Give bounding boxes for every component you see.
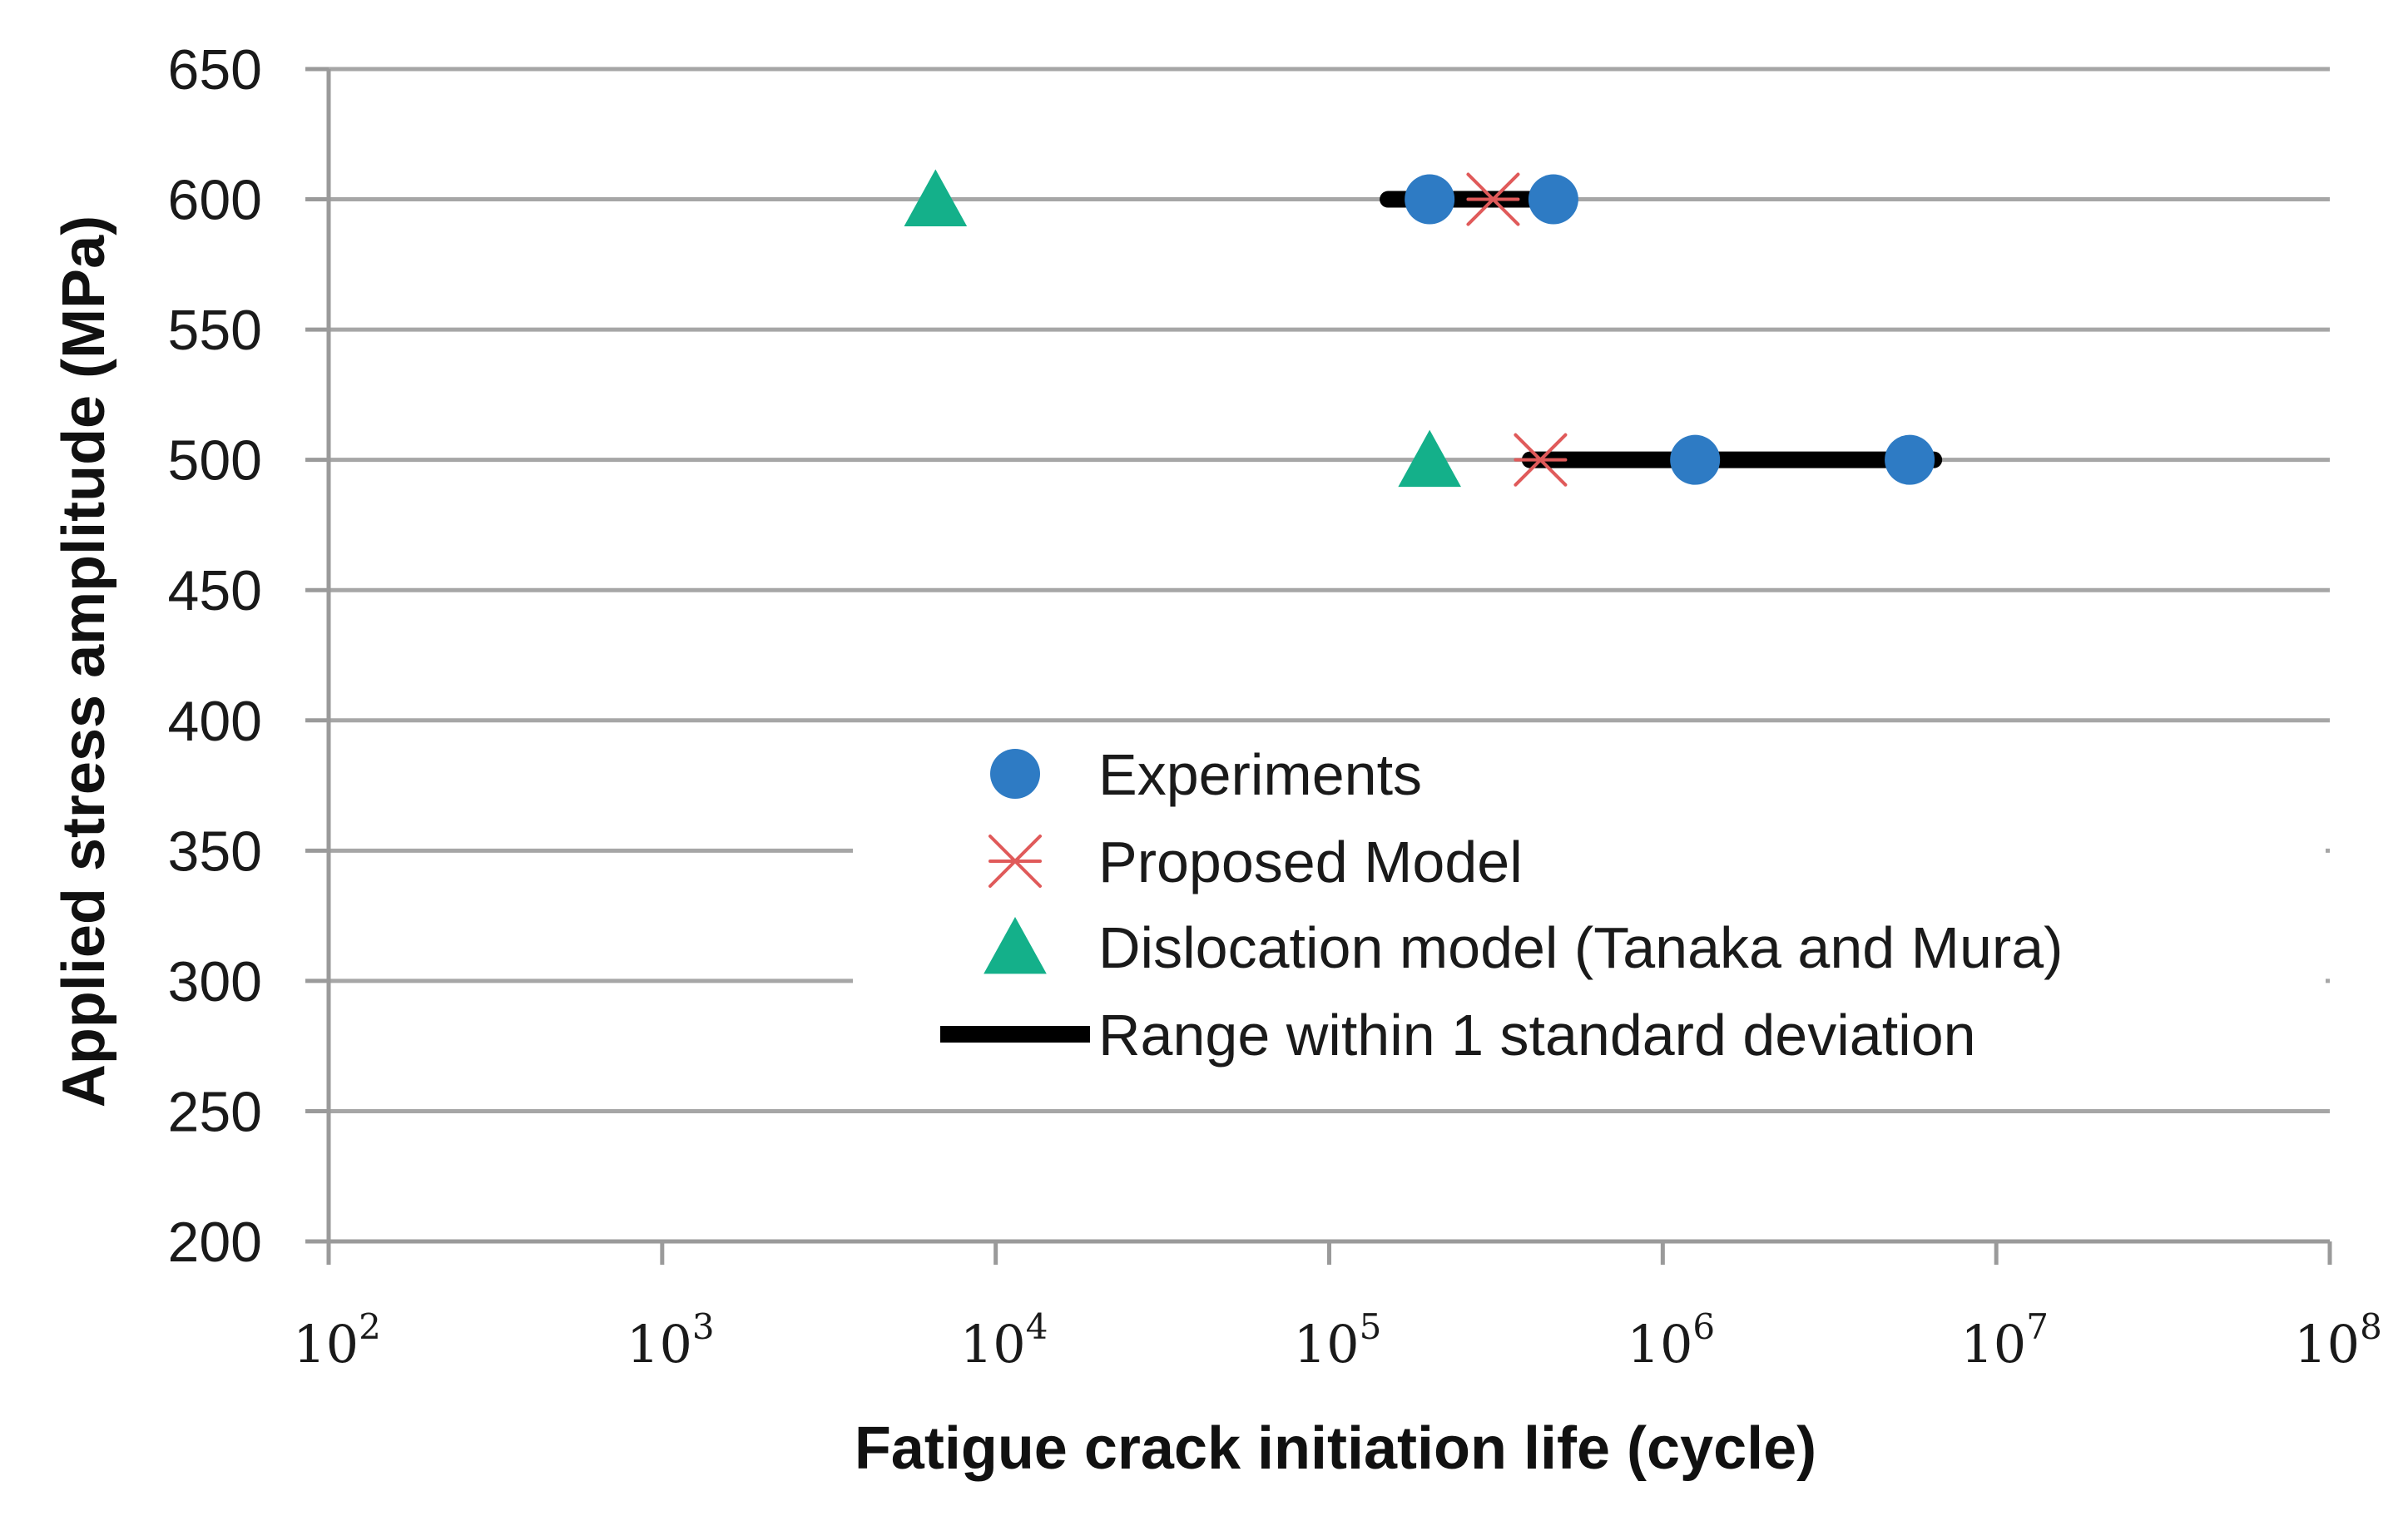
- x-tick-label: 103: [627, 1306, 715, 1375]
- dislocation-model-point: [904, 169, 968, 226]
- x-axis-title: Fatigue crack initiation life (cycle): [855, 1415, 1816, 1482]
- x-tick-label: 107: [1960, 1306, 2049, 1375]
- y-tick-label: 250: [168, 1080, 262, 1143]
- y-tick-label: 350: [168, 820, 262, 883]
- legend-label: Proposed Model: [1098, 830, 1523, 894]
- y-tick-labels: 200 250 300 350 400 450 500 550 600 650: [168, 38, 262, 1274]
- x-tick-label: 108: [2294, 1306, 2382, 1375]
- legend: Experiments Proposed Model Dislocation mod…: [853, 732, 2326, 1082]
- experiment-point: [1528, 174, 1578, 225]
- legend-label: Experiments: [1098, 742, 1422, 807]
- dislocation-model-point: [1398, 429, 1461, 488]
- experiment-point: [1405, 174, 1455, 225]
- y-tick-label: 600: [168, 169, 262, 232]
- legend-background: [853, 732, 2326, 1082]
- y-tick-label: 550: [168, 299, 262, 362]
- proposed-model-point: [1514, 433, 1568, 487]
- data-points: [904, 169, 1935, 488]
- x-tick-labels: 102 103 104 105 106 107 108: [293, 1306, 2382, 1375]
- axes: [305, 67, 2332, 1265]
- y-tick-label: 650: [168, 38, 262, 102]
- y-axis-title: Applied stress amplitude (MPa): [51, 216, 117, 1107]
- x-tick-label: 105: [1294, 1306, 1382, 1375]
- y-tick-label: 300: [168, 950, 262, 1013]
- y-tick-label: 200: [168, 1211, 262, 1274]
- legend-marker-experiments: [990, 749, 1040, 799]
- experiment-point: [1670, 434, 1721, 485]
- y-tick-label: 450: [168, 559, 262, 622]
- y-tick-label: 500: [168, 429, 262, 493]
- x-tick-label: 104: [960, 1306, 1048, 1375]
- x-tick-label: 102: [293, 1306, 381, 1375]
- legend-label: Range within 1 standard deviation: [1098, 1003, 1976, 1068]
- experiment-point: [1885, 434, 1935, 485]
- x-tick-label: 106: [1628, 1306, 1716, 1375]
- legend-label: Dislocation model (Tanaka and Mura): [1098, 915, 2063, 980]
- gridlines: [329, 67, 2330, 1113]
- legend-marker-dislocation-model: [984, 917, 1047, 974]
- proposed-model-point: [1466, 172, 1520, 226]
- legend-marker-proposed-model: [988, 835, 1042, 888]
- y-tick-label: 400: [168, 690, 262, 753]
